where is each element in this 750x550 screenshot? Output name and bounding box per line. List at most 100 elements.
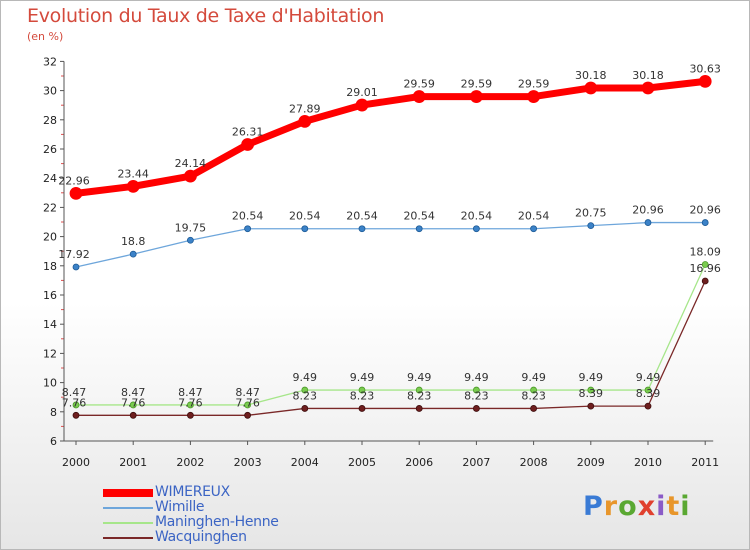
logo-letter: i <box>656 491 667 522</box>
data-point-2 <box>587 386 595 394</box>
logo-letter: t <box>666 491 681 522</box>
y-tick-label: 22 <box>43 201 57 214</box>
chart-axes: 6 8 10 12 14 16 18 20 22 24 26 28 30 32 2000 2001 2002 20… <box>43 55 719 469</box>
data-label-1: 20.54 <box>403 210 435 223</box>
data-point-3 <box>644 402 652 410</box>
legend-label: WIMEREUX <box>155 484 230 500</box>
data-label-1: 20.54 <box>518 210 550 223</box>
data-label-3: 8.23 <box>293 389 318 402</box>
x-tick-label: 2011 <box>691 456 719 469</box>
data-label-2: 8.47 <box>178 386 203 399</box>
y-tick-label: 20 <box>43 231 57 244</box>
data-label-1: 17.92 <box>58 248 90 261</box>
data-point-1 <box>472 225 480 233</box>
data-point-0 <box>698 75 712 88</box>
x-tick-label: 2005 <box>348 456 376 469</box>
data-label-3: 7.76 <box>178 396 203 409</box>
data-point-3 <box>244 411 252 419</box>
data-labels: 22.96 23.44 24.14 26.31 27.89 29.01 29.59 29.59… <box>58 62 721 409</box>
legend-swatch <box>103 507 153 509</box>
legend-label: Wimille <box>155 499 205 515</box>
data-label-1: 20.54 <box>232 210 264 223</box>
y-tick-label: 14 <box>43 318 57 331</box>
data-point-3 <box>72 411 80 419</box>
data-point-1 <box>358 225 366 233</box>
data-label-1: 19.75 <box>175 221 207 234</box>
legend-label: Maninghen-Henne <box>155 514 279 530</box>
chart-title: Evolution du Taux de Taxe d'Habitation <box>27 5 385 27</box>
y-tick-label: 30 <box>43 85 57 98</box>
data-label-1: 20.96 <box>632 204 664 217</box>
x-tick-label: 2001 <box>119 456 147 469</box>
data-point-2 <box>644 386 652 394</box>
data-label-0: 30.63 <box>689 62 721 75</box>
data-point-3 <box>415 405 423 412</box>
y-tick-label: 28 <box>43 114 57 127</box>
x-tick-label: 2007 <box>462 456 490 469</box>
data-point-0 <box>641 81 655 95</box>
logo-letter: i <box>680 491 691 522</box>
data-point-2 <box>530 386 537 394</box>
data-label-3: 8.23 <box>521 389 546 402</box>
data-label-0: 30.18 <box>632 69 664 82</box>
y-tick-label: 26 <box>43 143 57 156</box>
data-label-0: 29.59 <box>518 78 550 91</box>
data-label-2: 9.49 <box>636 371 661 384</box>
data-label-2: 9.49 <box>464 371 489 384</box>
data-point-0 <box>241 138 255 151</box>
legend-item: WIMEREUX <box>101 484 361 500</box>
data-point-2 <box>72 401 80 409</box>
legend-swatch <box>103 489 153 497</box>
y-tick-label: 10 <box>43 377 57 390</box>
y-tick-label: 12 <box>43 347 57 360</box>
data-point-0 <box>298 115 312 128</box>
data-label-2: 9.49 <box>579 371 604 384</box>
data-label-1: 20.54 <box>289 210 321 223</box>
logo-letter: r <box>603 491 619 522</box>
data-point-2 <box>301 386 309 394</box>
data-point-0 <box>355 98 369 112</box>
data-label-1: 20.96 <box>689 204 721 217</box>
data-point-3 <box>358 405 366 412</box>
data-label-0: 22.96 <box>58 174 90 187</box>
data-point-3 <box>129 411 137 419</box>
data-label-0: 29.01 <box>346 86 378 99</box>
y-tick-label: 24 <box>43 172 57 185</box>
data-point-0 <box>69 186 83 200</box>
data-label-3: 7.76 <box>62 396 87 409</box>
data-label-1: 20.54 <box>461 210 493 223</box>
y-tick-label: 6 <box>50 435 57 448</box>
data-label-3: 8.39 <box>636 387 661 400</box>
x-tick-label: 2010 <box>634 456 662 469</box>
data-label-2: 8.47 <box>121 386 146 399</box>
data-label-0: 27.89 <box>289 102 321 115</box>
data-point-1 <box>587 222 595 230</box>
data-label-2: 8.47 <box>62 386 87 399</box>
y-tick-label: 18 <box>43 260 57 273</box>
data-point-0 <box>126 179 140 193</box>
data-point-1 <box>644 219 652 226</box>
data-point-3 <box>701 277 709 285</box>
data-label-2: 18.09 <box>689 245 721 258</box>
data-point-1 <box>72 263 80 271</box>
series-lines <box>69 75 712 419</box>
data-point-2 <box>186 401 194 409</box>
legend-swatch <box>103 537 153 539</box>
data-point-0 <box>584 81 598 95</box>
data-point-2 <box>472 386 480 394</box>
legend-item: Wacquinghen <box>101 529 361 545</box>
data-label-3: 7.76 <box>121 396 146 409</box>
x-tick-label: 2009 <box>577 456 605 469</box>
legend-item: Wimille <box>101 499 361 515</box>
data-label-0: 23.44 <box>117 167 149 180</box>
x-tick-label: 2002 <box>176 456 204 469</box>
x-tick-label: 2003 <box>234 456 262 469</box>
logo-letter: P <box>583 491 604 522</box>
data-point-1 <box>186 236 194 244</box>
data-label-0: 29.59 <box>403 78 435 91</box>
legend-item: Maninghen-Henne <box>101 514 361 530</box>
x-tick-label: 2000 <box>62 456 90 469</box>
data-point-2 <box>415 386 423 394</box>
